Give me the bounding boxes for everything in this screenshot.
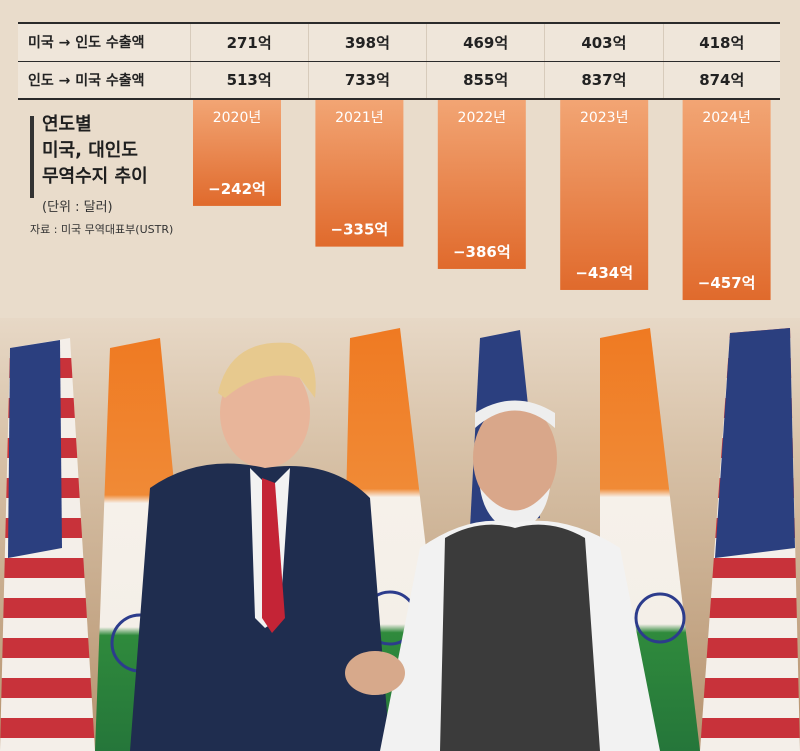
table-cell: 469억 [426, 22, 546, 62]
title-accent-bar [30, 116, 34, 198]
table-cell: 403억 [544, 22, 664, 62]
category-label: 2022년 [458, 110, 507, 126]
us-flag-left [0, 338, 95, 751]
value-label: −457억 [698, 274, 756, 292]
table-cell: 874억 [663, 61, 780, 100]
bar [682, 100, 771, 301]
value-label: −386억 [453, 243, 511, 261]
value-label: −335억 [331, 221, 389, 239]
table-row: 미국 → 인도 수출액 271억 398억 469억 403억 418억 [18, 22, 780, 62]
table-row: 인도 → 미국 수출액 513억 733억 855억 837억 874억 [18, 61, 780, 100]
photo-illustration [0, 328, 800, 751]
bar [437, 100, 526, 269]
category-label: 2020년 [213, 110, 262, 126]
category-label: 2021년 [335, 110, 384, 126]
value-label: −242억 [208, 180, 266, 198]
person-left [130, 342, 390, 751]
export-table: 미국 → 인도 수출액 271억 398억 469억 403억 418억 인도 → 미국 수… [18, 22, 780, 100]
bar [560, 100, 649, 290]
trade-balance-chart: 2020년 −242억 2021년 −335억 2022년 −386억 2023년 −434억… [193, 100, 771, 301]
table-cell: 271억 [190, 22, 309, 62]
table-cell: 398억 [308, 22, 428, 62]
category-label: 2023년 [580, 110, 629, 126]
chart-source: 자료 : 미국 무역대표부(USTR) [30, 223, 174, 236]
bar [193, 100, 281, 206]
bar [315, 100, 404, 247]
person-right [380, 400, 660, 751]
row-label: 미국 → 인도 수출액 [18, 22, 191, 62]
table-cell: 855억 [426, 61, 546, 100]
table-cell: 513억 [190, 61, 309, 100]
leaders-handshake-photo [0, 318, 800, 751]
chart-unit: (단위 : 달러) [42, 200, 113, 215]
row-label: 인도 → 미국 수출액 [18, 61, 191, 100]
chart-title-block: 연도별 미국, 대인도 무역수지 추이 (단위 : 달러) 자료 : 미국 무역… [30, 112, 173, 237]
handshake [345, 651, 405, 695]
table-cell: 418억 [663, 22, 780, 62]
category-label: 2024년 [702, 110, 751, 126]
table-cell: 837억 [544, 61, 664, 100]
chart-title: 연도별 미국, 대인도 무역수지 추이 [42, 114, 148, 187]
table-cell: 733억 [308, 61, 428, 100]
us-flag-right [700, 328, 800, 751]
value-label: −434억 [575, 264, 633, 282]
